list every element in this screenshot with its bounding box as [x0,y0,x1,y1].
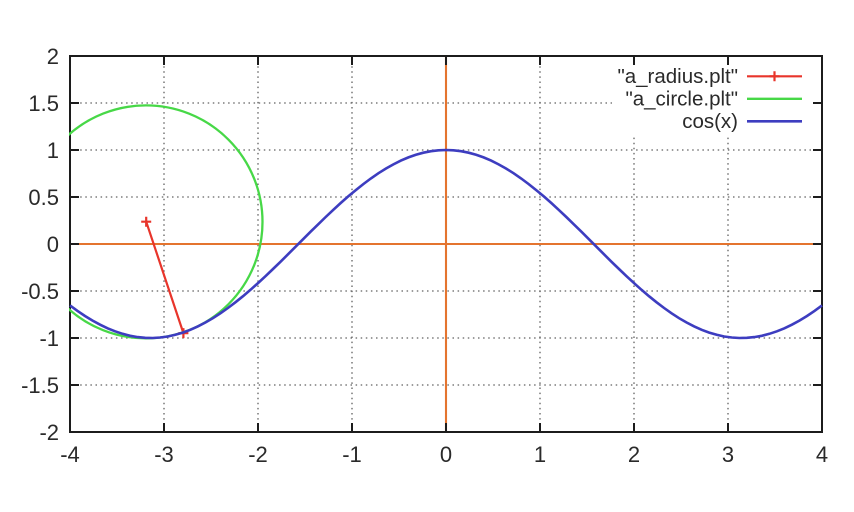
svg-text:cos(x): cos(x) [682,110,738,133]
svg-text:1: 1 [47,138,59,163]
svg-text:-1: -1 [342,442,362,467]
svg-text:-2: -2 [248,442,268,467]
svg-text:-2: -2 [39,420,59,445]
svg-text:4: 4 [816,442,828,467]
svg-text:0.5: 0.5 [28,185,59,210]
svg-text:0: 0 [47,232,59,257]
svg-text:-3: -3 [154,442,174,467]
svg-text:-0.5: -0.5 [21,279,59,304]
svg-text:-1: -1 [39,326,59,351]
svg-text:"a_radius.plt": "a_radius.plt" [617,65,738,88]
svg-text:2: 2 [47,44,59,69]
svg-text:3: 3 [722,442,734,467]
svg-text:2: 2 [628,442,640,467]
svg-text:"a_circle.plt": "a_circle.plt" [625,88,738,111]
svg-text:1.5: 1.5 [28,91,59,116]
svg-text:0: 0 [440,442,452,467]
svg-text:1: 1 [534,442,546,467]
svg-text:-4: -4 [60,442,80,467]
svg-text:-1.5: -1.5 [21,373,59,398]
